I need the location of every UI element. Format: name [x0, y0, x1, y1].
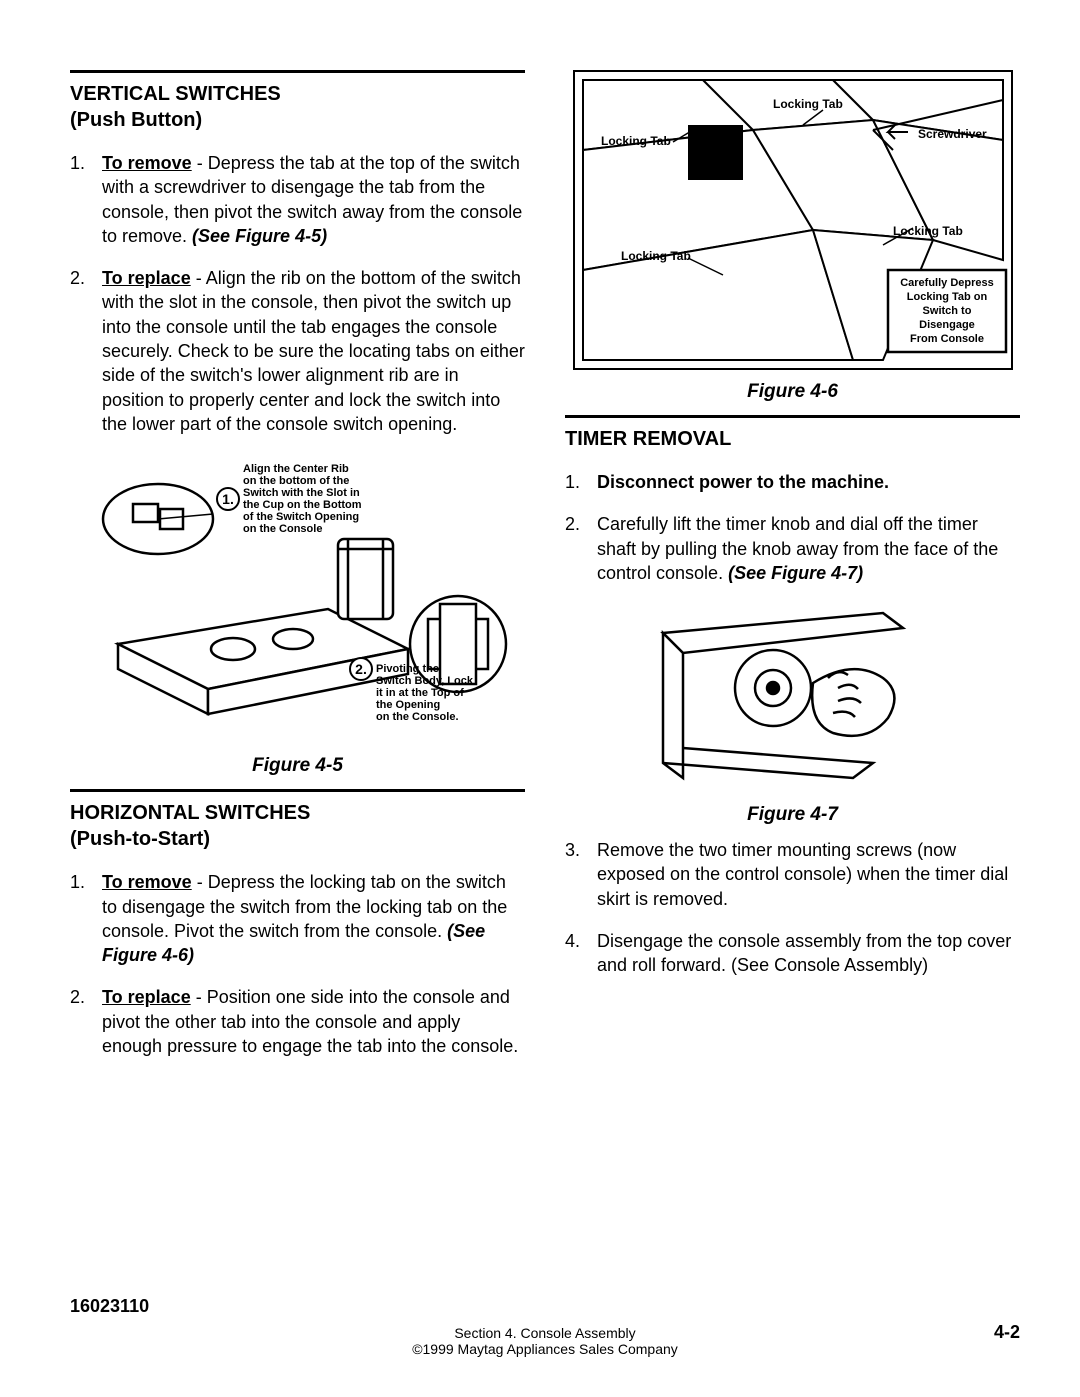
- fig5-callout2-l2: Switch Body, Lock: [376, 675, 474, 687]
- vertical-step-2: To replace - Align the rib on the bottom…: [70, 266, 525, 436]
- heading-line-2: (Push Button): [70, 107, 525, 133]
- timer-step-4: Disengage the console assembly from the …: [565, 929, 1020, 978]
- timer-steps-list: Disconnect power to the machine. Careful…: [565, 470, 1020, 585]
- svg-text:1.: 1.: [222, 491, 234, 507]
- fig6-box-l5: From Console: [910, 333, 984, 345]
- fig5-callout2-l5: on the Console.: [376, 711, 459, 723]
- fig5-callout1-l4: the Cup on the Bottom: [243, 499, 362, 511]
- left-column: VERTICAL SWITCHES (Push Button) To remov…: [70, 70, 525, 1076]
- figure-4-5-caption: Figure 4-5: [70, 755, 525, 777]
- vertical-steps-list: To remove - Depress the tab at the top o…: [70, 151, 525, 436]
- figure-reference: (See Figure 4-7): [728, 563, 863, 583]
- fig5-callout1-l5: of the Switch Opening: [243, 511, 359, 523]
- figure-4-6-caption: Figure 4-6: [565, 381, 1020, 403]
- fig5-callout2-l3: it in at the Top of: [376, 687, 464, 699]
- step-lead: To remove: [102, 872, 192, 892]
- figure-4-5-illustration: 1. 2. Align the Center Rib on the bottom…: [88, 454, 508, 749]
- heading-text: TIMER REMOVAL: [565, 428, 731, 450]
- timer-step-1: Disconnect power to the machine.: [565, 470, 1020, 494]
- fig5-callout1-l3: Switch with the Slot in: [243, 487, 360, 499]
- vertical-step-1: To remove - Depress the tab at the top o…: [70, 151, 525, 248]
- fig6-box-l4: Disengage: [919, 319, 975, 331]
- step-lead: To remove: [102, 153, 192, 173]
- horizontal-step-1: To remove - Depress the locking tab on t…: [70, 870, 525, 967]
- fig5-callout1-l2: on the bottom of the: [243, 475, 349, 487]
- step-lead: To replace: [102, 987, 191, 1007]
- figure-4-6-illustration: Locking Tab Screwdriver Locking Tab Lock…: [573, 70, 1013, 375]
- figure-4-7-caption: Figure 4-7: [565, 804, 1020, 826]
- divider: [70, 70, 525, 73]
- divider: [70, 789, 525, 792]
- fig6-box-l2: Locking Tab on: [906, 291, 987, 303]
- fig5-callout2-l4: the Opening: [376, 699, 440, 711]
- fig6-box-l1: Carefully Depress: [900, 277, 994, 289]
- step-text: - Align the rib on the bottom of the swi…: [102, 268, 525, 434]
- fig5-callout2-l1: Pivoting the: [376, 663, 439, 675]
- page-footer: 16023110 Section 4. Console Assembly ©19…: [70, 1296, 1020, 1357]
- heading-line-1: HORIZONTAL SWITCHES: [70, 802, 310, 824]
- fig6-lockingtab-right: Locking Tab: [893, 224, 963, 238]
- fig6-lockingtab-left: Locking Tab: [601, 134, 671, 148]
- figure-4-5: 1. 2. Align the Center Rib on the bottom…: [70, 454, 525, 777]
- fig5-callout1-l1: Align the Center Rib: [243, 463, 349, 475]
- heading-line-2: (Push-to-Start): [70, 826, 525, 852]
- figure-reference: (See Figure 4-5): [192, 226, 327, 246]
- timer-removal-heading: TIMER REMOVAL: [565, 426, 1020, 452]
- fig6-lockingtab-bottom: Locking Tab: [621, 249, 691, 263]
- timer-step-3: Remove the two timer mounting screws (no…: [565, 838, 1020, 911]
- timer-steps-list-cont: Remove the two timer mounting screws (no…: [565, 838, 1020, 977]
- heading-line-1: VERTICAL SWITCHES: [70, 83, 281, 105]
- step-text: Disengage the console assembly from the …: [597, 931, 1011, 975]
- document-number: 16023110: [70, 1296, 1020, 1317]
- footer-section: Section 4. Console Assembly: [454, 1325, 635, 1341]
- page-number: 4-2: [994, 1322, 1020, 1343]
- right-column: Locking Tab Screwdriver Locking Tab Lock…: [565, 70, 1020, 1076]
- horizontal-step-2: To replace - Position one side into the …: [70, 985, 525, 1058]
- vertical-switches-heading: VERTICAL SWITCHES (Push Button): [70, 81, 525, 133]
- figure-4-7-illustration: [653, 603, 933, 798]
- divider: [565, 415, 1020, 418]
- step-lead: To replace: [102, 268, 191, 288]
- page-columns: VERTICAL SWITCHES (Push Button) To remov…: [70, 70, 1020, 1076]
- footer-copyright: ©1999 Maytag Appliances Sales Company: [412, 1341, 678, 1357]
- fig6-box-l3: Switch to: [922, 305, 971, 317]
- figure-4-7: Figure 4-7: [565, 603, 1020, 826]
- fig5-callout1-l6: on the Console: [243, 523, 322, 535]
- horizontal-switches-heading: HORIZONTAL SWITCHES (Push-to-Start): [70, 800, 525, 852]
- figure-4-6: Locking Tab Screwdriver Locking Tab Lock…: [565, 70, 1020, 403]
- footer-center: Section 4. Console Assembly ©1999 Maytag…: [70, 1325, 1020, 1357]
- step-text: Remove the two timer mounting screws (no…: [597, 840, 1008, 909]
- svg-text:2.: 2.: [355, 661, 367, 677]
- horizontal-steps-list: To remove - Depress the locking tab on t…: [70, 870, 525, 1058]
- fig6-lockingtab-top: Locking Tab: [773, 97, 843, 111]
- timer-step-2: Carefully lift the timer knob and dial o…: [565, 512, 1020, 585]
- step-text: Disconnect power to the machine.: [597, 472, 889, 492]
- fig6-screwdriver: Screwdriver: [918, 127, 987, 141]
